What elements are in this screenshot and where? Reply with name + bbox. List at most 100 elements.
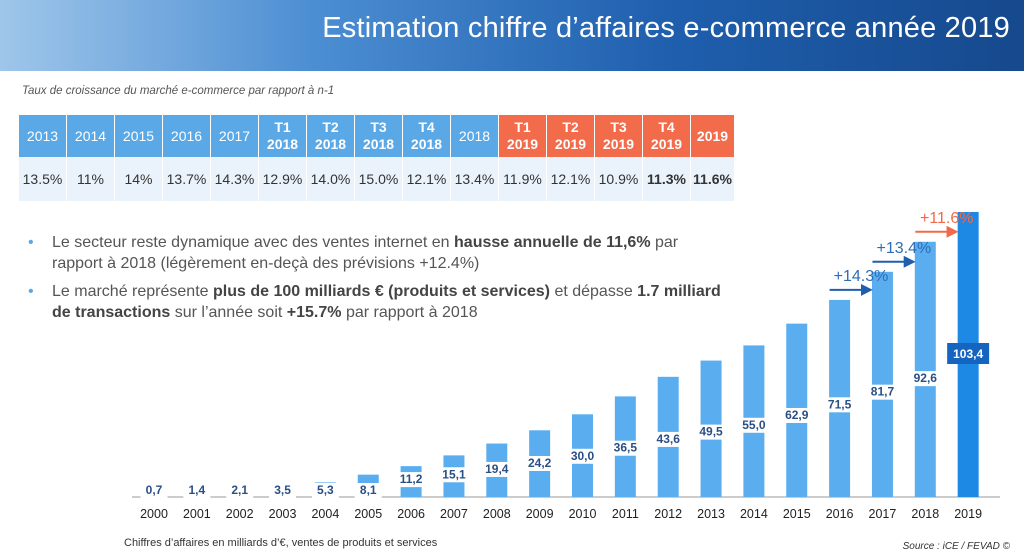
growth-table-value-cell: 14.3% bbox=[210, 157, 259, 201]
growth-table-header-cell: T2 2019 bbox=[546, 115, 595, 157]
bar-value-label: 3,5 bbox=[274, 483, 291, 497]
growth-annotation: +13.4% bbox=[877, 240, 932, 257]
bar-value-label: 11,2 bbox=[400, 472, 423, 486]
bullet-item: Le secteur reste dynamique avec des vent… bbox=[24, 232, 724, 274]
x-tick-label: 2005 bbox=[354, 507, 382, 521]
bar-value-label: 8,1 bbox=[360, 483, 377, 497]
bar-value-label: 24,2 bbox=[528, 456, 552, 470]
bar-value-label: 5,3 bbox=[317, 483, 334, 497]
growth-table: 2013 2014 2015 2016 2017 T1 2018 T2 2018 T3 2018 T4… bbox=[19, 115, 735, 201]
bar-label-box bbox=[311, 483, 339, 498]
bar-value-label: 19,4 bbox=[485, 462, 509, 476]
x-tick-label: 2003 bbox=[269, 507, 297, 521]
bar-label-box bbox=[694, 424, 729, 440]
x-tick-label: 2011 bbox=[612, 507, 639, 521]
growth-table-value-cell: 10.9% bbox=[594, 157, 643, 201]
growth-table-value-cell: 13.7% bbox=[162, 157, 211, 201]
bar-value-label: 43,6 bbox=[657, 432, 681, 446]
bar-value-label: 49,5 bbox=[699, 425, 723, 439]
growth-table-header-cell: T1 2019 bbox=[498, 115, 547, 157]
bar-label-box bbox=[522, 455, 557, 471]
growth-annotation: +14.3% bbox=[834, 268, 889, 285]
growth-table-value-cell: 11.3% bbox=[642, 157, 691, 201]
x-tick-label: 2016 bbox=[826, 507, 854, 521]
growth-table-header-cell: 2014 bbox=[66, 115, 115, 157]
x-tick-label: 2014 bbox=[740, 507, 768, 521]
growth-table-header-cell: T4 2019 bbox=[642, 115, 691, 157]
bullet-item: Le marché représente plus de 100 milliar… bbox=[24, 281, 724, 323]
x-tick-label: 2001 bbox=[183, 507, 211, 521]
bar-value-label: 15,1 bbox=[442, 467, 466, 481]
bar bbox=[914, 241, 936, 497]
growth-table-header-cell: T3 2019 bbox=[594, 115, 643, 157]
growth-table-value-cell: 11.9% bbox=[498, 157, 547, 201]
growth-annotation: +11.6% bbox=[920, 210, 974, 227]
growth-table-value-cell: 12.1% bbox=[546, 157, 595, 201]
bar-label-box bbox=[608, 440, 643, 456]
growth-table-value-cell: 12.1% bbox=[402, 157, 451, 201]
growth-table-header-cell: 2017 bbox=[210, 115, 259, 157]
bar-value-label: 2,1 bbox=[231, 483, 248, 497]
bar-value-label: 62,9 bbox=[785, 408, 809, 422]
bar-label-box bbox=[651, 431, 686, 447]
bar-label-box bbox=[269, 483, 297, 498]
x-tick-label: 2019 bbox=[954, 507, 982, 521]
page-title: Estimation chiffre d’affaires e-commerce… bbox=[322, 12, 1010, 44]
bar-value-label: 71,5 bbox=[828, 397, 852, 411]
x-tick-label: 2006 bbox=[397, 507, 425, 521]
bar-value-label: 30,0 bbox=[571, 449, 595, 463]
bar-label-box bbox=[865, 384, 900, 400]
growth-table-header-row: 2013 2014 2015 2016 2017 T1 2018 T2 2018 T3 2018 T4… bbox=[19, 115, 735, 157]
x-tick-label: 2012 bbox=[654, 507, 682, 521]
x-tick-label: 2017 bbox=[869, 507, 897, 521]
x-tick-label: 2007 bbox=[440, 507, 468, 521]
x-tick-label: 2004 bbox=[311, 507, 339, 521]
growth-table-value-cell: 12.9% bbox=[258, 157, 307, 201]
bar-label-box bbox=[354, 483, 382, 498]
growth-table-values-row: 13.5% 11% 14% 13.7% 14.3% 12.9% 14.0% 15.0% 12.1… bbox=[19, 157, 735, 201]
bar-label-box bbox=[947, 343, 990, 364]
growth-table-header-cell: 2015 bbox=[114, 115, 163, 157]
growth-table-header-cell: T2 2018 bbox=[306, 115, 355, 157]
source-credit: Source : iCE / FEVAD © bbox=[902, 541, 1010, 552]
bar-value-label: 0,7 bbox=[146, 483, 163, 497]
growth-table-value-cell: 14.0% bbox=[306, 157, 355, 201]
bar-value-label: 1,4 bbox=[189, 483, 206, 497]
table-caption: Taux de croissance du marché e-commerce … bbox=[22, 85, 335, 97]
x-tick-label: 2008 bbox=[483, 507, 511, 521]
x-tick-label: 2013 bbox=[697, 507, 725, 521]
growth-table-header-cell: T1 2018 bbox=[258, 115, 307, 157]
bar bbox=[871, 271, 893, 497]
growth-table-value-cell: 13.5% bbox=[19, 157, 67, 201]
bar-label-box bbox=[565, 448, 600, 464]
bar-label-box bbox=[779, 407, 814, 423]
x-tick-label: 2002 bbox=[226, 507, 254, 521]
bar-label-box bbox=[183, 483, 211, 498]
growth-table-header-cell: 2013 bbox=[19, 115, 67, 157]
x-tick-label: 2015 bbox=[783, 507, 811, 521]
bar-value-label: 92,6 bbox=[914, 371, 938, 385]
bar-label-box bbox=[736, 417, 771, 433]
growth-table-value-cell: 15.0% bbox=[354, 157, 403, 201]
growth-table-header-cell: T3 2018 bbox=[354, 115, 403, 157]
growth-table-header-cell: 2018 bbox=[450, 115, 499, 157]
x-tick-label: 2018 bbox=[911, 507, 939, 521]
bar-label-box bbox=[140, 483, 168, 498]
growth-table-header-cell: 2016 bbox=[162, 115, 211, 157]
growth-table-value-cell: 14% bbox=[114, 157, 163, 201]
growth-table-value-cell: 11.6% bbox=[690, 157, 735, 201]
bar-value-label: 36,5 bbox=[614, 441, 638, 455]
bar-value-label: 81,7 bbox=[871, 385, 895, 399]
bar-value-label: 55,0 bbox=[742, 418, 766, 432]
x-tick-label: 2010 bbox=[569, 507, 597, 521]
growth-table-value-cell: 11% bbox=[66, 157, 115, 201]
header-banner: Estimation chiffre d’affaires e-commerce… bbox=[0, 0, 1024, 71]
growth-table-header-cell: T4 2018 bbox=[402, 115, 451, 157]
bar-label-box bbox=[226, 483, 254, 498]
x-tick-label: 2000 bbox=[140, 507, 168, 521]
chart-footnote: Chiffres d’affaires en milliards d’€, ve… bbox=[124, 537, 438, 549]
x-tick-label: 2009 bbox=[526, 507, 554, 521]
bar-label-box bbox=[479, 461, 514, 477]
bullet-list: Le secteur reste dynamique avec des vent… bbox=[24, 232, 724, 330]
